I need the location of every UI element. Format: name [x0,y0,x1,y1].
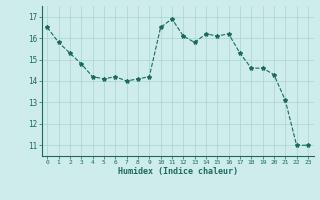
X-axis label: Humidex (Indice chaleur): Humidex (Indice chaleur) [118,167,237,176]
